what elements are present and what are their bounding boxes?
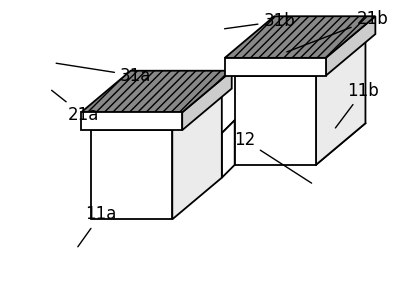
Polygon shape bbox=[271, 79, 284, 136]
Text: 11a: 11a bbox=[78, 205, 116, 247]
Polygon shape bbox=[224, 58, 325, 76]
Polygon shape bbox=[91, 130, 172, 219]
Polygon shape bbox=[91, 88, 221, 130]
Polygon shape bbox=[325, 16, 375, 76]
Text: 31a: 31a bbox=[56, 63, 151, 85]
Text: 31b: 31b bbox=[224, 12, 294, 30]
Polygon shape bbox=[81, 71, 231, 112]
Text: 21b: 21b bbox=[286, 10, 387, 52]
Polygon shape bbox=[172, 88, 221, 219]
Text: 21a: 21a bbox=[51, 90, 98, 124]
Polygon shape bbox=[221, 79, 284, 133]
Polygon shape bbox=[81, 112, 182, 130]
Text: 11b: 11b bbox=[335, 81, 378, 128]
Text: 12: 12 bbox=[233, 131, 311, 183]
Polygon shape bbox=[234, 34, 364, 76]
Polygon shape bbox=[221, 120, 234, 178]
Polygon shape bbox=[315, 34, 364, 165]
Polygon shape bbox=[182, 71, 231, 130]
Polygon shape bbox=[224, 16, 375, 58]
Polygon shape bbox=[234, 76, 315, 165]
